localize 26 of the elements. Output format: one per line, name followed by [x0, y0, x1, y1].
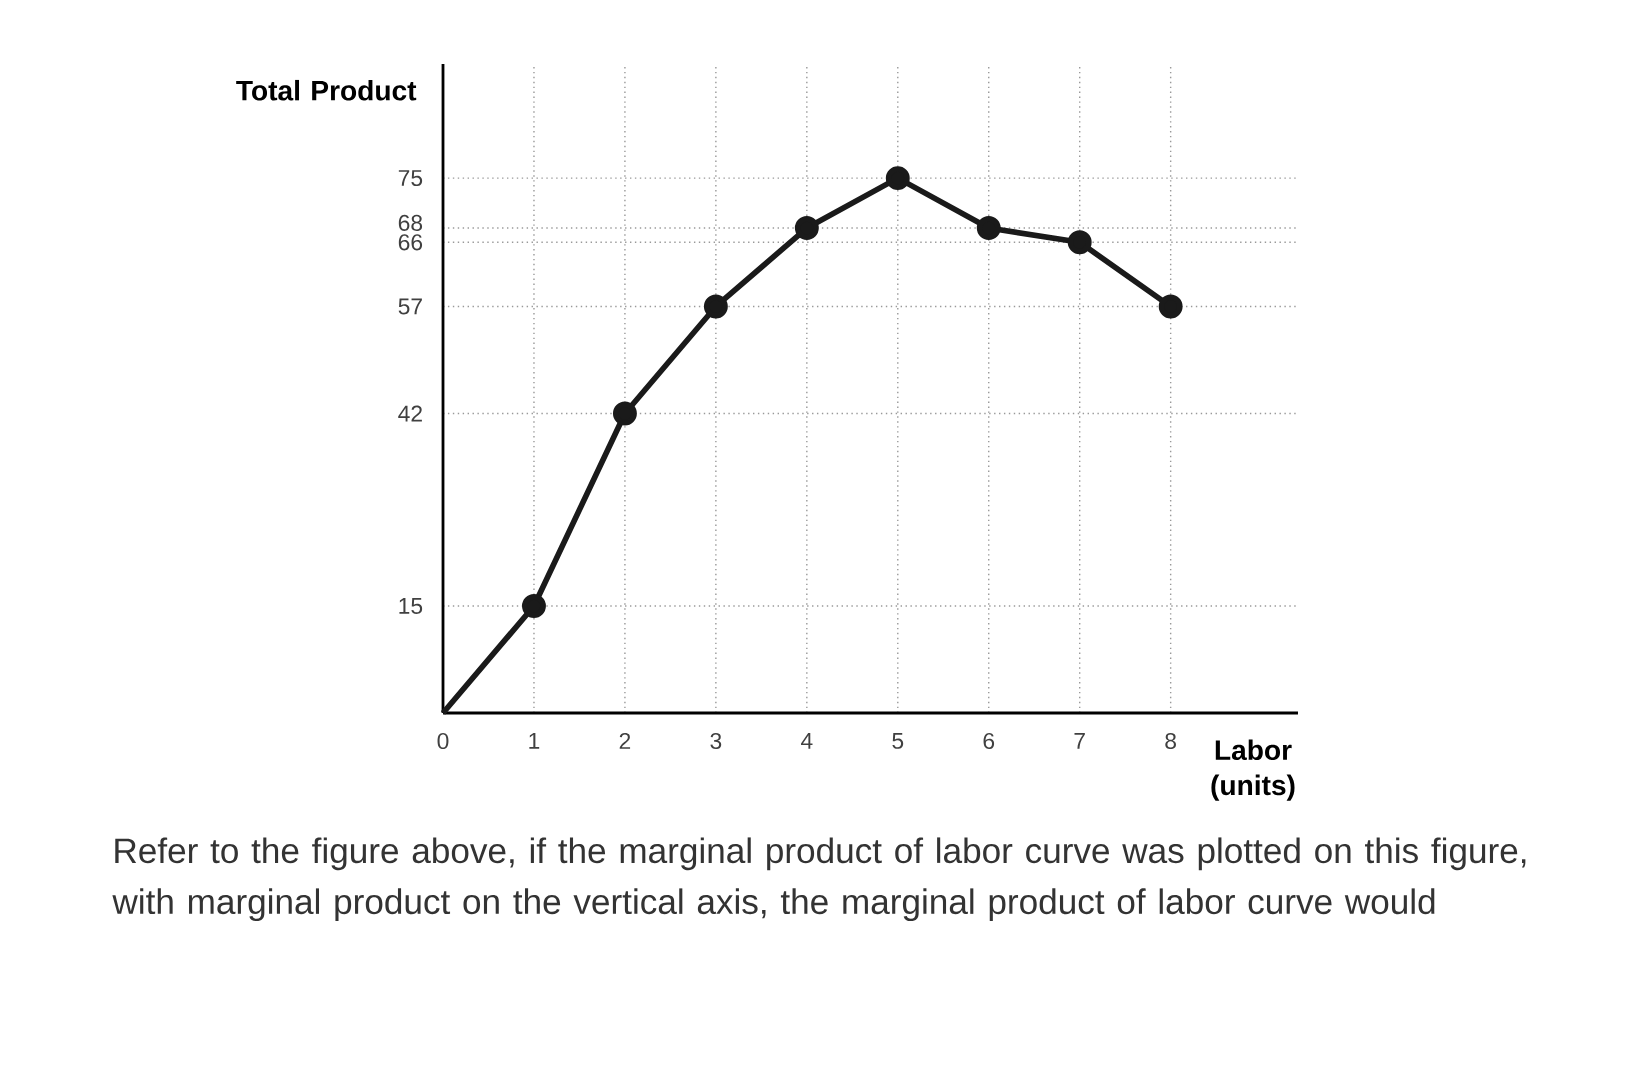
y-tick-label: 66 — [398, 234, 423, 251]
point — [703, 294, 728, 319]
y-axis-title: Total Product — [236, 79, 417, 101]
x-axis-title: Labor (units) — [1211, 739, 1295, 801]
y-tick-label: 75 — [398, 170, 423, 187]
x-tick-label: 0 — [437, 732, 449, 750]
x-tick-label: 8 — [1165, 732, 1176, 750]
x-tick-label: 4 — [801, 732, 813, 749]
point — [976, 216, 1001, 240]
point — [612, 401, 637, 426]
x-tick-label: 3 — [710, 732, 722, 750]
x-tick-label: 6 — [983, 732, 995, 750]
y-tick-label: 68 — [398, 214, 423, 231]
point — [1158, 294, 1183, 319]
point — [885, 166, 910, 191]
x-tick-label: 1 — [529, 732, 540, 749]
x-tick-label: 2 — [619, 732, 631, 749]
point — [1067, 230, 1092, 255]
x-tick-label: 5 — [892, 732, 904, 749]
y-tick-label: 42 — [398, 405, 422, 422]
point — [522, 594, 546, 618]
point — [794, 216, 819, 240]
x-tick-label: 7 — [1074, 732, 1085, 749]
y-tick-label: 57 — [398, 298, 422, 315]
text: Refer to the figure above, if the marginal product of labor curve was plotted on this figure, with marginal product on the vertical axis, the marginal product of labor curve would — [112, 837, 1526, 922]
y-tick-label: 15 — [399, 598, 423, 614]
